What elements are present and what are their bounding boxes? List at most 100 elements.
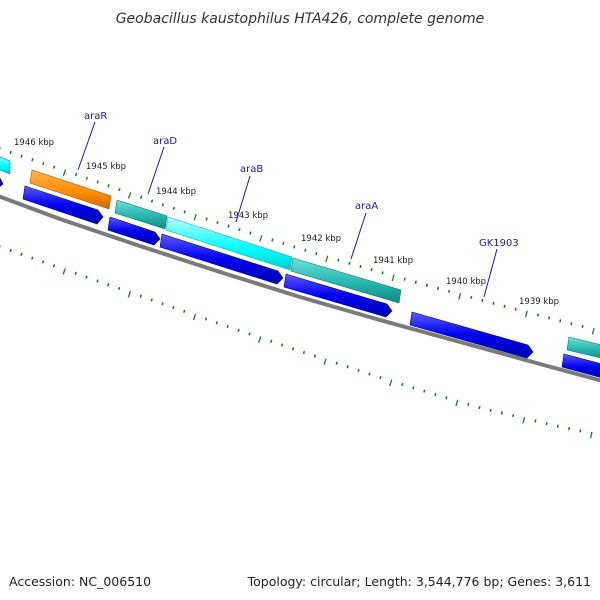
feature-bar-left-cyan[interactable] xyxy=(0,153,11,175)
leader-line-GK1903 xyxy=(483,248,498,298)
kbp-label: 1944 kbp xyxy=(156,187,196,197)
gene-arrow-GK1903[interactable] xyxy=(409,311,534,359)
leader-line-araD xyxy=(147,146,165,195)
kbp-label: 1946 kbp xyxy=(14,138,54,148)
minor-tick xyxy=(183,210,186,214)
minor-tick xyxy=(205,217,208,221)
major-tick xyxy=(127,290,131,298)
feature-track-lower xyxy=(0,174,600,380)
map-title: Geobacillus kaustophilus HTA426, complet… xyxy=(116,11,485,27)
minor-tick xyxy=(140,195,143,199)
gene-label-araD[interactable]: araD xyxy=(153,136,177,147)
minor-tick xyxy=(302,350,306,355)
minor-tick xyxy=(216,221,219,225)
gene-label-araA[interactable]: araA xyxy=(355,201,378,212)
minor-tick xyxy=(293,245,296,249)
major-tick xyxy=(389,379,393,387)
minor-tick xyxy=(107,184,110,188)
minor-tick xyxy=(172,206,175,210)
minor-tick xyxy=(348,261,351,265)
leader-line-araR xyxy=(77,121,96,171)
minor-tick xyxy=(9,150,12,154)
minor-tick xyxy=(401,382,404,387)
minor-tick xyxy=(52,264,56,268)
kbp-label: 1945 kbp xyxy=(86,162,126,172)
minor-tick xyxy=(9,249,12,253)
gene-arrow-araB[interactable] xyxy=(159,233,284,285)
minor-tick xyxy=(304,248,307,252)
kbp-label: 1942 kbp xyxy=(301,234,341,244)
minor-tick xyxy=(85,275,88,279)
chromosome-backbone xyxy=(0,194,600,383)
kbp-label: 1939 kbp xyxy=(519,297,559,307)
gene-arrow-araR[interactable] xyxy=(22,185,104,225)
kbp-label: 1941 kbp xyxy=(373,256,413,266)
minor-tick xyxy=(346,365,349,369)
feature-bar-araD[interactable] xyxy=(114,199,168,230)
minor-tick xyxy=(75,172,78,177)
gene-label-araR[interactable]: araR xyxy=(84,111,107,122)
minor-tick xyxy=(172,305,175,310)
minor-tick xyxy=(31,256,34,260)
minor-tick xyxy=(161,302,164,306)
minor-tick xyxy=(96,180,99,184)
minor-tick xyxy=(74,271,77,275)
minor-tick xyxy=(204,317,207,321)
minor-tick xyxy=(412,386,415,390)
feature-track-upper xyxy=(0,153,600,360)
major-tick xyxy=(62,169,67,176)
gene-arrow-araD[interactable] xyxy=(107,216,161,246)
feature-bar-araB[interactable] xyxy=(165,216,293,271)
gene-label-group: araR araD araB araA GK1903 xyxy=(77,111,519,298)
major-tick xyxy=(455,399,459,407)
minor-tick xyxy=(150,298,153,302)
gene-label-GK1903[interactable]: GK1903 xyxy=(479,238,519,249)
major-tick xyxy=(192,313,197,321)
minor-tick xyxy=(237,328,240,332)
minor-tick xyxy=(368,372,371,376)
minor-tick xyxy=(150,199,154,203)
minor-tick xyxy=(118,188,121,192)
minor-tick xyxy=(270,339,273,343)
kbp-label: 1943 kbp xyxy=(228,211,268,221)
minor-tick xyxy=(20,154,23,158)
minor-tick xyxy=(238,228,241,232)
feature-bar-right-teal[interactable] xyxy=(566,336,600,360)
minor-tick xyxy=(227,224,230,228)
minor-tick xyxy=(183,309,186,313)
minor-tick xyxy=(42,260,45,264)
minor-tick xyxy=(139,294,142,298)
minor-tick xyxy=(226,324,229,329)
major-tick xyxy=(590,431,593,439)
gene-arrow-left[interactable] xyxy=(0,174,4,188)
minor-tick xyxy=(249,231,252,235)
minor-tick xyxy=(85,176,88,180)
minor-tick xyxy=(357,368,360,372)
gene-label-araB[interactable]: araB xyxy=(240,164,263,175)
gene-arrow-right[interactable] xyxy=(561,353,600,380)
minor-tick xyxy=(282,241,285,245)
major-tick xyxy=(193,214,197,221)
kbp-label: 1940 kbp xyxy=(446,277,486,287)
major-tick xyxy=(391,274,395,282)
major-tick xyxy=(591,327,595,335)
minor-tick xyxy=(20,252,23,256)
major-tick xyxy=(323,358,327,365)
minor-tick xyxy=(335,361,338,365)
minor-tick xyxy=(107,283,110,287)
minor-tick xyxy=(478,406,481,410)
feature-bar-araR[interactable] xyxy=(29,169,112,210)
major-tick xyxy=(128,192,132,199)
minor-tick xyxy=(291,347,295,351)
feature-bar-araA[interactable] xyxy=(290,257,402,304)
minor-tick xyxy=(379,375,382,380)
minor-tick xyxy=(434,392,437,397)
tick-row-outer xyxy=(0,147,595,335)
gene-arrow-araA[interactable] xyxy=(283,273,393,318)
major-tick xyxy=(525,310,528,318)
major-tick xyxy=(522,416,526,424)
topology-text: Topology: circular; Length: 3,544,776 bp… xyxy=(247,574,591,589)
minor-tick xyxy=(31,158,34,162)
minor-tick xyxy=(370,268,373,272)
